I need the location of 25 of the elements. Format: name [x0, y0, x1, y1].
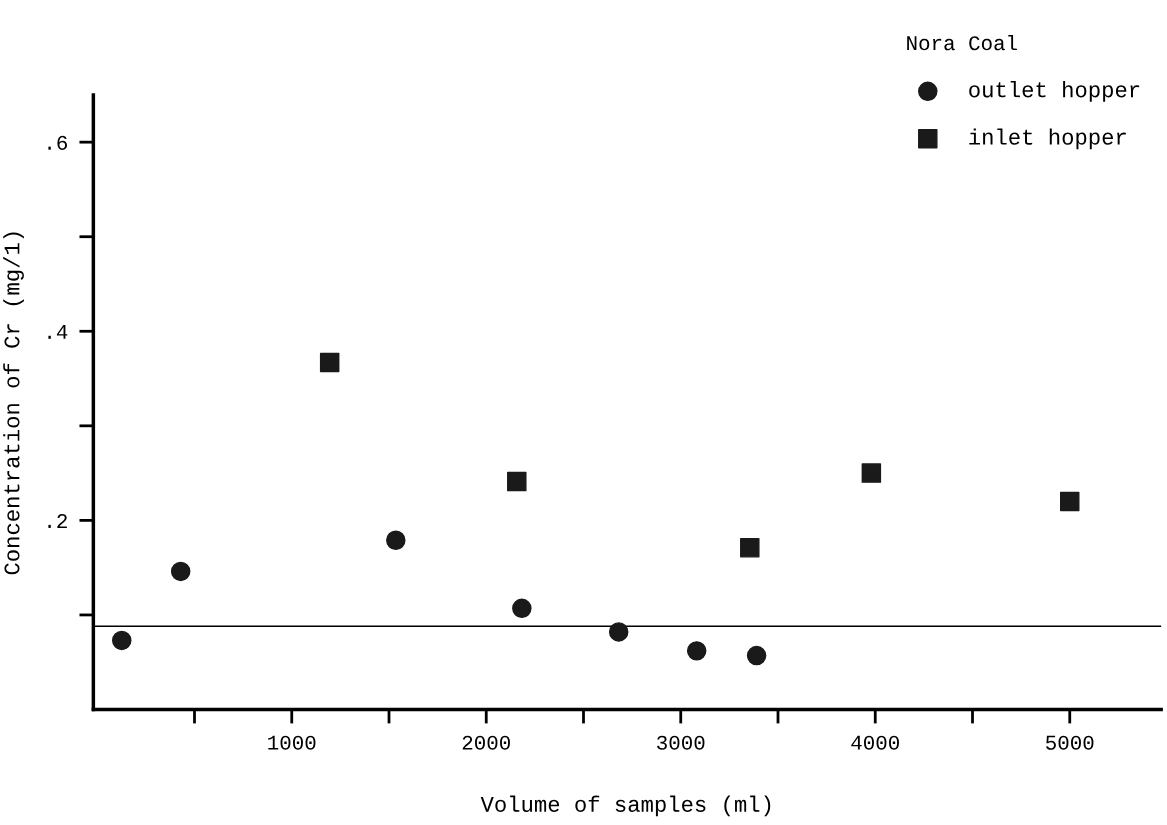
- y-tick-label: .6: [48, 135, 67, 150]
- legend-label: inlet hopper: [969, 128, 1126, 150]
- point: [170, 561, 191, 582]
- x-tick-label: 3000: [657, 735, 705, 750]
- legend-label: outlet hopper: [969, 81, 1140, 102]
- point: [112, 630, 132, 651]
- y-axis-title: Concentration of Cr (mg/1): [3, 232, 24, 575]
- y-tick-label: .4: [48, 325, 68, 339]
- y-tick-label: .2: [48, 514, 67, 528]
- x-axis-title: Volume of samples (ml): [480, 795, 771, 817]
- point: [319, 352, 340, 373]
- point: [512, 598, 532, 619]
- point: [507, 471, 527, 492]
- point: [861, 463, 882, 483]
- point: [686, 641, 707, 661]
- point: [608, 622, 629, 642]
- legend-title: Nora Coal: [907, 34, 1017, 51]
- x-tick-label: 4000: [851, 735, 899, 750]
- x-tick-label: 5000: [1046, 735, 1094, 750]
- point: [740, 538, 760, 558]
- x-tick-label: 2000: [462, 735, 510, 750]
- x-tick-label: 1000: [268, 735, 316, 750]
- point: [1060, 491, 1080, 512]
- point: [386, 530, 406, 550]
- point: [746, 645, 767, 666]
